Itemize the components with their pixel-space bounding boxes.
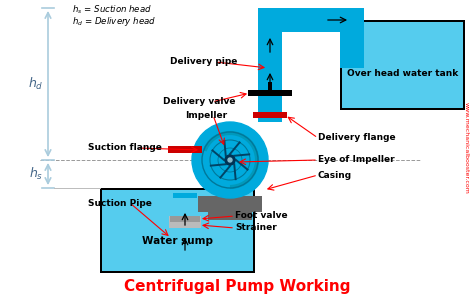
Text: Over head water tank: Over head water tank (347, 69, 458, 78)
Circle shape (228, 158, 232, 162)
Text: Casing: Casing (318, 170, 352, 179)
Bar (253, 112, 287, 118)
Text: Delivery flange: Delivery flange (318, 134, 396, 142)
Text: Impeller: Impeller (185, 111, 227, 119)
Text: $h_s$: $h_s$ (29, 166, 43, 182)
Text: Delivery valve: Delivery valve (163, 97, 236, 106)
Bar (268, 82, 272, 96)
Text: Suction Pipe: Suction Pipe (88, 198, 152, 207)
Bar (198, 196, 262, 212)
Bar (340, 8, 364, 68)
Circle shape (225, 155, 235, 165)
Text: www.mechanicalbooster.com: www.mechanicalbooster.com (464, 102, 468, 194)
Bar (102, 190, 253, 271)
Text: $h_d$ = Delivery head: $h_d$ = Delivery head (72, 15, 156, 27)
Bar (258, 8, 282, 122)
Bar (340, 20, 465, 110)
Text: Water sump: Water sump (142, 236, 213, 246)
Bar (208, 212, 252, 220)
Text: Eye of Impeller: Eye of Impeller (318, 156, 395, 164)
Text: $h_d$: $h_d$ (28, 76, 44, 92)
Bar (169, 216, 201, 228)
Text: Suction flange: Suction flange (88, 144, 162, 153)
Circle shape (192, 122, 268, 198)
Bar (342, 22, 463, 108)
Bar (173, 193, 197, 198)
Text: Strainer: Strainer (235, 224, 277, 232)
Bar (282, 8, 364, 32)
Bar (170, 216, 200, 222)
Bar (168, 146, 202, 153)
Bar (248, 90, 292, 96)
Bar (100, 188, 255, 273)
Text: Delivery pipe: Delivery pipe (170, 58, 237, 66)
Bar (194, 148, 197, 172)
Text: $h_s$ = Suction head: $h_s$ = Suction head (72, 4, 152, 16)
Text: Foot valve: Foot valve (235, 212, 288, 221)
Text: Centrifugal Pump Working: Centrifugal Pump Working (124, 279, 350, 294)
